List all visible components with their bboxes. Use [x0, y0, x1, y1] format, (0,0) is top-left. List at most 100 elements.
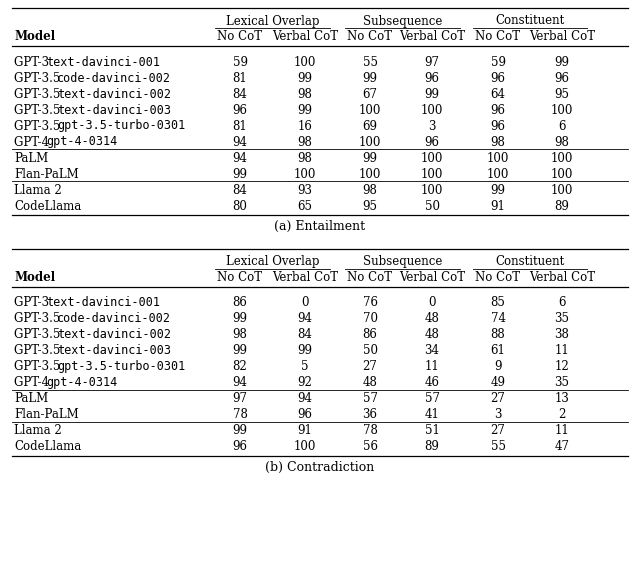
Text: 100: 100	[551, 152, 573, 164]
Text: GPT-4: GPT-4	[14, 135, 53, 149]
Text: 48: 48	[424, 328, 440, 341]
Text: Model: Model	[14, 30, 55, 44]
Text: 100: 100	[294, 440, 316, 453]
Text: text-davinci-001: text-davinci-001	[46, 296, 160, 309]
Text: text-davinci-002: text-davinci-002	[57, 328, 171, 341]
Text: 80: 80	[232, 199, 248, 213]
Text: GPT-3: GPT-3	[14, 56, 53, 69]
Text: 98: 98	[555, 135, 570, 149]
Text: Verbal CoT: Verbal CoT	[399, 30, 465, 44]
Text: 98: 98	[298, 152, 312, 164]
Text: 57: 57	[362, 392, 378, 406]
Text: 100: 100	[294, 167, 316, 181]
Text: GPT-3: GPT-3	[14, 296, 53, 309]
Text: 89: 89	[424, 440, 440, 453]
Text: 94: 94	[232, 376, 248, 389]
Text: 100: 100	[421, 152, 443, 164]
Text: 46: 46	[424, 376, 440, 389]
Text: 96: 96	[424, 71, 440, 84]
Text: 98: 98	[298, 88, 312, 101]
Text: 99: 99	[298, 71, 312, 84]
Text: 5: 5	[301, 360, 308, 374]
Text: No CoT: No CoT	[476, 271, 520, 284]
Text: 11: 11	[555, 424, 570, 437]
Text: 2: 2	[558, 408, 566, 421]
Text: PaLM: PaLM	[14, 152, 48, 164]
Text: 97: 97	[424, 56, 440, 69]
Text: 96: 96	[490, 71, 506, 84]
Text: 95: 95	[554, 88, 570, 101]
Text: 6: 6	[558, 120, 566, 132]
Text: text-davinci-001: text-davinci-001	[46, 56, 160, 69]
Text: No CoT: No CoT	[348, 271, 392, 284]
Text: 96: 96	[298, 408, 312, 421]
Text: Verbal CoT: Verbal CoT	[529, 30, 595, 44]
Text: 96: 96	[424, 135, 440, 149]
Text: 74: 74	[490, 313, 506, 325]
Text: 99: 99	[298, 345, 312, 357]
Text: text-davinci-003: text-davinci-003	[57, 103, 171, 117]
Text: 100: 100	[551, 184, 573, 196]
Text: 98: 98	[298, 135, 312, 149]
Text: 84: 84	[232, 88, 248, 101]
Text: 59: 59	[490, 56, 506, 69]
Text: 81: 81	[232, 71, 248, 84]
Text: 38: 38	[555, 328, 570, 341]
Text: 99: 99	[424, 88, 440, 101]
Text: 100: 100	[421, 167, 443, 181]
Text: Subsequence: Subsequence	[363, 15, 442, 27]
Text: Llama 2: Llama 2	[14, 184, 61, 196]
Text: 96: 96	[490, 120, 506, 132]
Text: GPT-3.5: GPT-3.5	[14, 360, 64, 374]
Text: 41: 41	[424, 408, 440, 421]
Text: Verbal CoT: Verbal CoT	[399, 271, 465, 284]
Text: 99: 99	[554, 56, 570, 69]
Text: 100: 100	[294, 56, 316, 69]
Text: 70: 70	[362, 313, 378, 325]
Text: 3: 3	[494, 408, 502, 421]
Text: text-davinci-002: text-davinci-002	[57, 88, 171, 101]
Text: 84: 84	[232, 184, 248, 196]
Text: GPT-3.5: GPT-3.5	[14, 120, 64, 132]
Text: 64: 64	[490, 88, 506, 101]
Text: 96: 96	[554, 71, 570, 84]
Text: 47: 47	[554, 440, 570, 453]
Text: GPT-3.5: GPT-3.5	[14, 313, 64, 325]
Text: No CoT: No CoT	[218, 30, 262, 44]
Text: 49: 49	[490, 376, 506, 389]
Text: Model: Model	[14, 271, 55, 284]
Text: 100: 100	[359, 167, 381, 181]
Text: 100: 100	[551, 103, 573, 117]
Text: 93: 93	[298, 184, 312, 196]
Text: 11: 11	[424, 360, 440, 374]
Text: GPT-3.5: GPT-3.5	[14, 88, 64, 101]
Text: 100: 100	[421, 184, 443, 196]
Text: gpt-4-0314: gpt-4-0314	[46, 135, 117, 149]
Text: 100: 100	[359, 135, 381, 149]
Text: CodeLlama: CodeLlama	[14, 199, 81, 213]
Text: 99: 99	[232, 345, 248, 357]
Text: 99: 99	[232, 167, 248, 181]
Text: 96: 96	[232, 103, 248, 117]
Text: code-davinci-002: code-davinci-002	[57, 313, 171, 325]
Text: 67: 67	[362, 88, 378, 101]
Text: 13: 13	[555, 392, 570, 406]
Text: 6: 6	[558, 296, 566, 309]
Text: 50: 50	[362, 345, 378, 357]
Text: GPT-3.5: GPT-3.5	[14, 328, 64, 341]
Text: 88: 88	[491, 328, 506, 341]
Text: 100: 100	[487, 152, 509, 164]
Text: 99: 99	[232, 313, 248, 325]
Text: 59: 59	[232, 56, 248, 69]
Text: 48: 48	[424, 313, 440, 325]
Text: Lexical Overlap: Lexical Overlap	[226, 15, 319, 27]
Text: 86: 86	[232, 296, 248, 309]
Text: 99: 99	[298, 103, 312, 117]
Text: 12: 12	[555, 360, 570, 374]
Text: 51: 51	[424, 424, 440, 437]
Text: code-davinci-002: code-davinci-002	[57, 71, 171, 84]
Text: 35: 35	[554, 376, 570, 389]
Text: No CoT: No CoT	[476, 30, 520, 44]
Text: Constituent: Constituent	[495, 255, 564, 268]
Text: 94: 94	[232, 152, 248, 164]
